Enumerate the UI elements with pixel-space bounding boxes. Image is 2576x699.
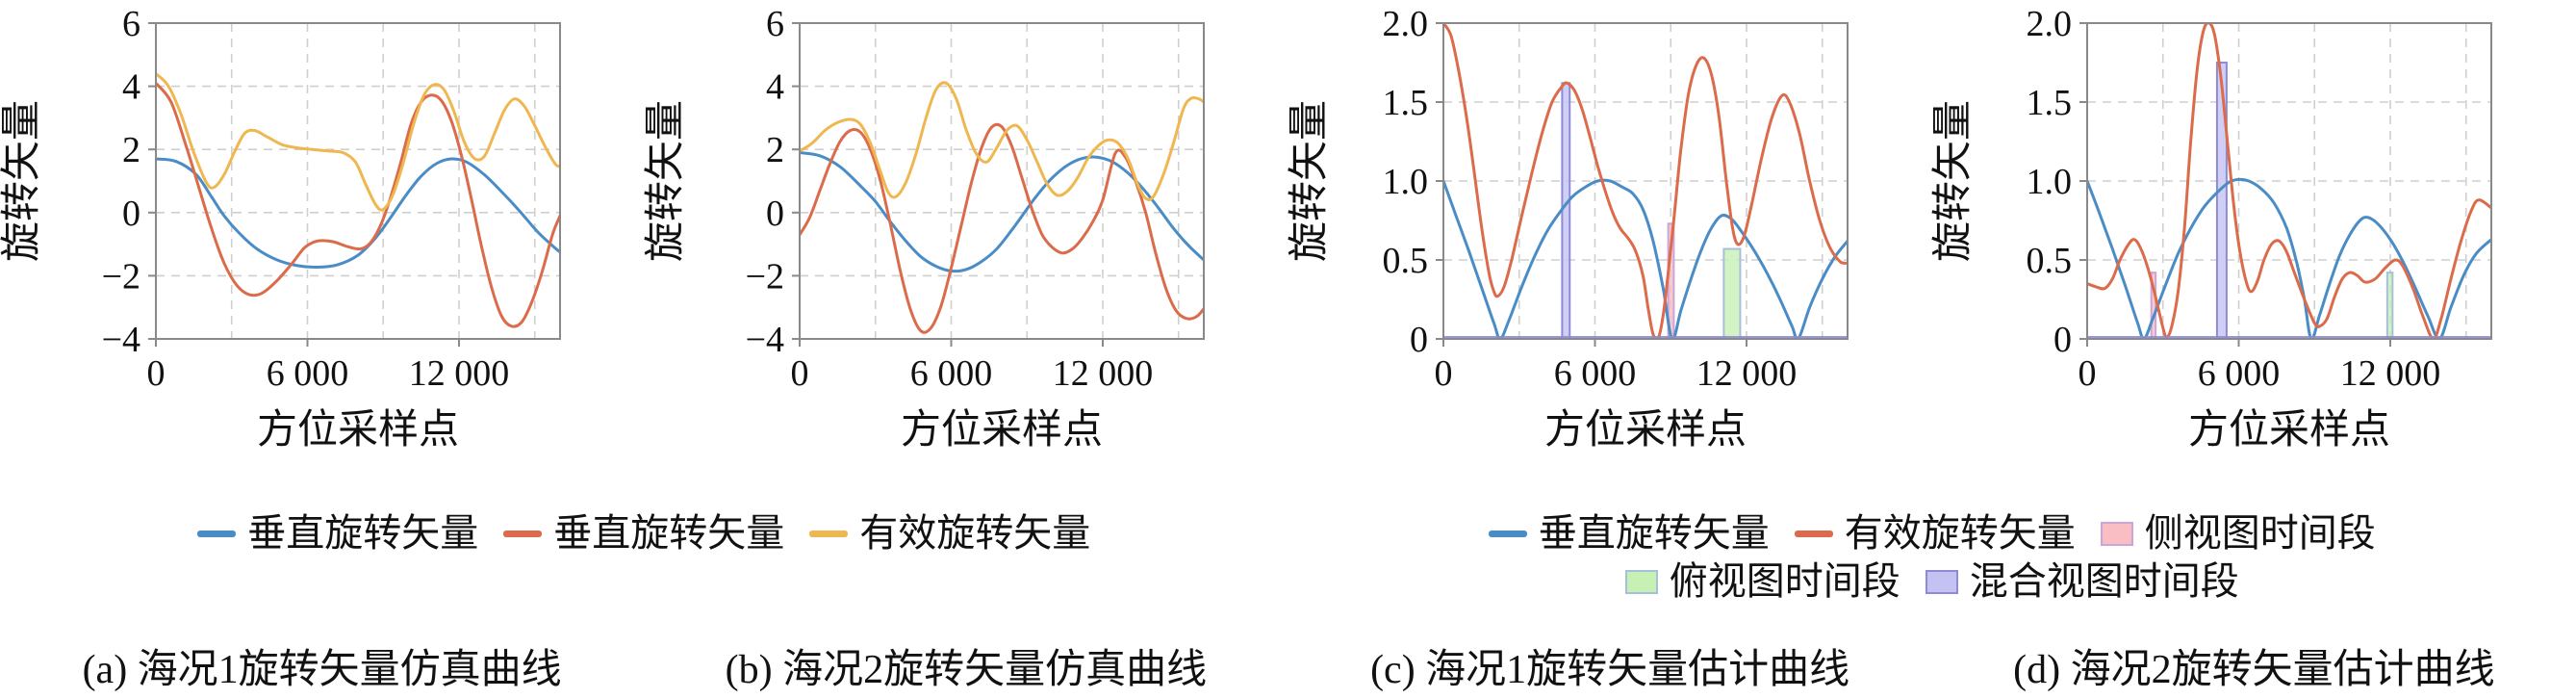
mixed-view-period-band [1562,83,1569,339]
legend-cd: 垂直旋转矢量 有效旋转矢量 侧视图时间段俯视图时间段 混合视图时间段 [1288,512,2576,603]
legend-item-label: 垂直旋转矢量 [553,512,784,555]
x-tick-label: 6 000 [910,353,993,394]
y-tick-label: 1.0 [2027,162,2073,202]
legend-item-vertical-rotation-vector-orange: 垂直旋转矢量 [503,512,784,555]
x-axis-label: 方位采样点 [2188,407,2390,453]
y-tick-label: −4 [746,320,784,360]
x-axis-label: 方位采样点 [257,407,459,453]
legend-item-label: 有效旋转矢量 [1845,512,2076,555]
legend-patch-marker [2101,522,2133,546]
y-tick-label: 4 [766,67,784,108]
x-axis-label: 方位采样点 [901,407,1103,453]
y-tick-label: 0 [766,194,784,234]
chart-svg-d: 2.0 1.5 1.0 0.5 00 6 000 12 000 方位采样点 旋转矢量 [1931,0,2575,493]
y-tick-label: −2 [746,256,784,297]
y-axis-label: 旋转矢量 [644,100,688,262]
x-tick-label: 0 [2079,353,2097,394]
y-axis-label: 旋转矢量 [1931,100,1976,262]
legend-patch-marker [1926,570,1958,594]
y-tick-label: 2 [766,130,784,170]
caption-b: (b) 海况2旋转矢量仿真曲线 [644,641,1288,699]
legend-line-marker [1795,531,1833,537]
y-tick-label: 0 [122,194,140,234]
y-tick-label: 2.0 [2027,4,2073,44]
legend-patch-marker [1625,570,1658,594]
legend-row: 俯视图时间段 混合视图时间段 [1625,560,2239,603]
legend-row: 垂直旋转矢量 有效旋转矢量 侧视图时间段 [1489,512,2376,555]
effective-rotation-vector-line [800,83,1204,200]
legend-item-label: 垂直旋转矢量 [247,512,478,555]
legend-item-effective-rotation-vector: 有效旋转矢量 [1795,512,2076,555]
x-tick-label: 12 000 [409,353,510,394]
caption-c: (c) 海况1旋转矢量估计曲线 [1288,641,1932,699]
legend-item-effective-rotation-vector: 有效旋转矢量 [809,512,1090,555]
y-tick-label: 4 [122,67,140,108]
legend-item-vertical-rotation-vector: 垂直旋转矢量 [1489,512,1770,555]
x-tick-label: 0 [1435,353,1453,394]
y-tick-label: 1.5 [2027,83,2073,123]
plot-frame [156,23,560,339]
legend-item-label: 混合视图时间段 [1970,560,2239,603]
x-tick-label: 6 000 [267,353,349,394]
y-tick-label: 1.5 [1383,83,1429,123]
vertical-rotation-vector-2-line [800,124,1204,332]
y-tick-label: 1.0 [1383,162,1429,202]
legend-line-marker [503,531,542,537]
top-view-period-band [2387,272,2393,339]
legend-item-vertical-rotation-vector-blue: 垂直旋转矢量 [197,512,478,555]
y-tick-label: 0 [1410,320,1428,360]
y-tick-label: 6 [766,4,784,44]
legends-row: 垂直旋转矢量 垂直旋转矢量 有效旋转矢量 垂直旋转矢量 有效旋转矢量 侧视图时间段俯视图… [0,493,2576,603]
y-tick-label: −4 [102,320,140,360]
legend-item-top-view-period: 俯视图时间段 [1625,560,1900,603]
plot-frame [800,23,1204,339]
legend-item-label: 有效旋转矢量 [859,512,1090,555]
x-tick-label: 0 [147,353,166,394]
y-axis-label: 旋转矢量 [0,100,44,262]
legend-item-label: 侧视图时间段 [2145,512,2376,555]
caption-d: (d) 海况2旋转矢量估计曲线 [1932,641,2576,699]
y-tick-label: 2 [122,130,140,170]
x-tick-label: 6 000 [2198,353,2281,394]
legend-line-marker [1489,531,1527,537]
legend-item-mixed-view-period: 混合视图时间段 [1926,560,2239,603]
x-tick-label: 6 000 [1554,353,1637,394]
x-tick-label: 12 000 [1053,353,1154,394]
legend-line-marker [809,531,848,537]
legend-item-label: 俯视图时间段 [1670,560,1900,603]
x-axis-label: 方位采样点 [1544,407,1747,453]
legend-row: 垂直旋转矢量 垂直旋转矢量 有效旋转矢量 [197,512,1090,555]
x-tick-label: 12 000 [2340,353,2441,394]
x-tick-label: 12 000 [1696,353,1798,394]
legend-line-marker [197,531,236,537]
top-view-period-band [1723,249,1740,339]
y-tick-label: −2 [102,256,140,297]
captions-row: (a) 海况1旋转矢量仿真曲线 (b) 海况2旋转矢量仿真曲线 (c) 海况1旋… [0,641,2576,699]
legend-item-side-view-period: 侧视图时间段 [2101,512,2376,555]
y-tick-label: 0.5 [2027,241,2073,281]
y-axis-label: 旋转矢量 [1288,100,1332,262]
y-tick-label: 0.5 [1383,241,1429,281]
legend-item-label: 垂直旋转矢量 [1539,512,1770,555]
x-tick-label: 0 [791,353,809,394]
y-tick-label: 6 [122,4,140,44]
y-tick-label: 2.0 [1383,4,1429,44]
chart-svg-c: 2.0 1.5 1.0 0.5 00 6 000 12 000 方位采样点 旋转矢量 [1288,0,1931,493]
y-tick-label: 0 [2053,320,2072,360]
caption-a: (a) 海况1旋转矢量仿真曲线 [0,641,644,699]
legend-ab: 垂直旋转矢量 垂直旋转矢量 有效旋转矢量 [0,512,1288,603]
